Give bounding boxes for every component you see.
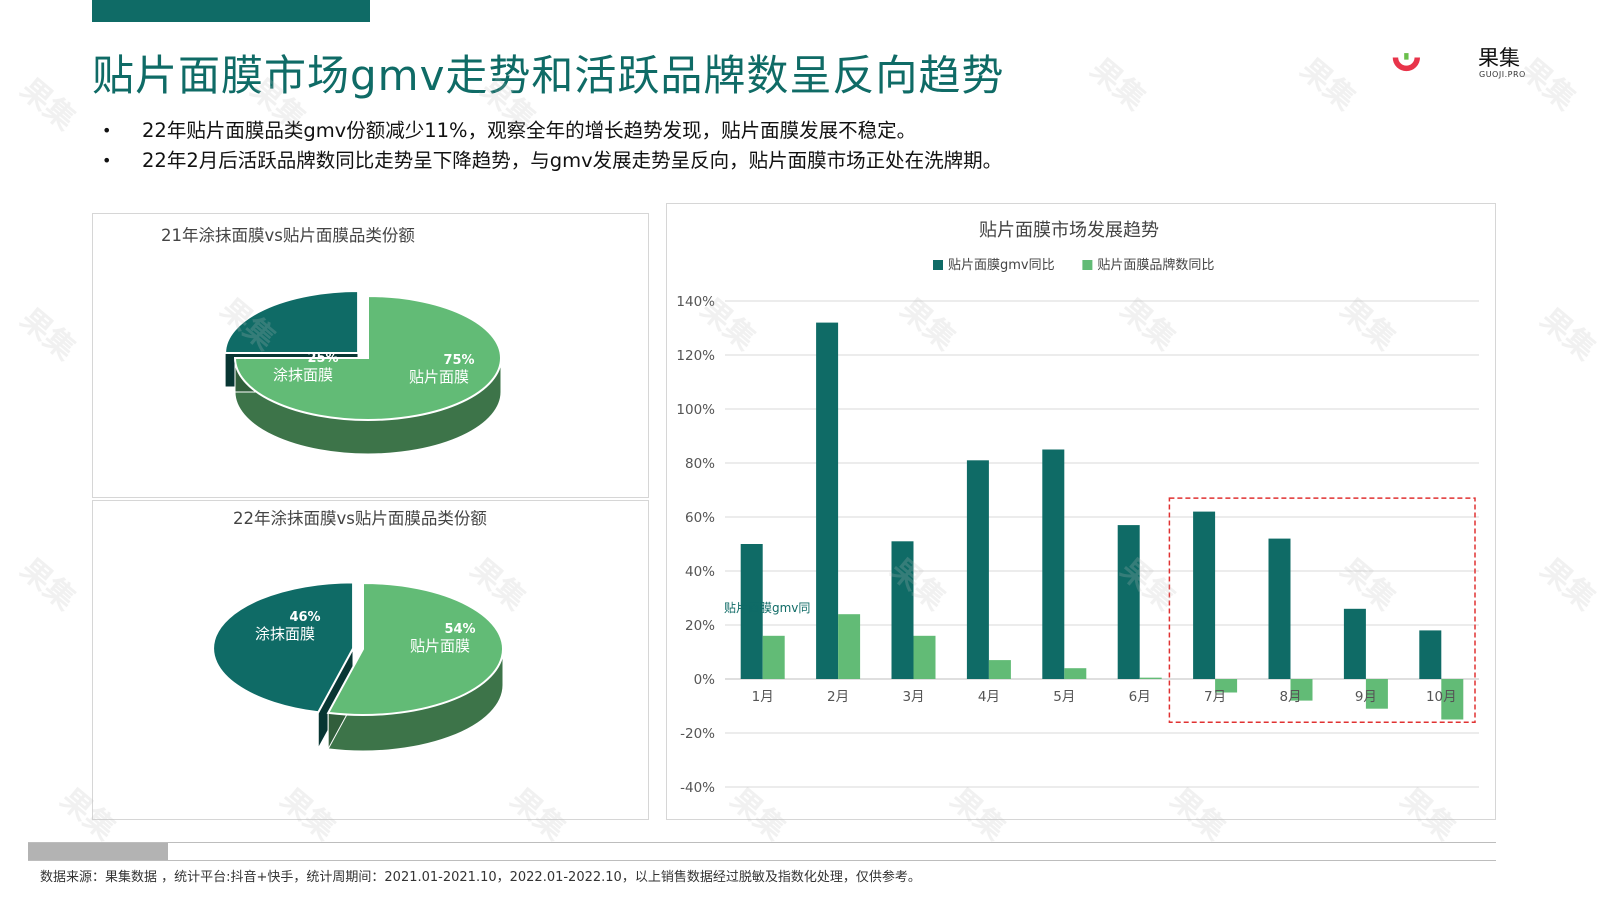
bar-brands-10 bbox=[1441, 679, 1464, 720]
pie-category-label: 贴片面膜 bbox=[409, 368, 469, 386]
pie-chart-2022-panel: 22年涂抹面膜vs贴片面膜品类份额 46% 涂抹面膜 54% 贴片面膜 bbox=[92, 500, 649, 820]
pie-category-label: 涂抹面膜 bbox=[273, 366, 333, 384]
y-tick-label: -20% bbox=[680, 726, 715, 742]
pie-category-label: 涂抹面膜 bbox=[255, 625, 315, 643]
y-tick-label: -40% bbox=[680, 780, 715, 796]
x-tick-label: 8月 bbox=[1279, 689, 1301, 705]
pie-chart-title: 21年涂抹面膜vs贴片面膜品类份额 bbox=[161, 226, 415, 245]
y-tick-label: 20% bbox=[685, 618, 715, 634]
bar-brands-3 bbox=[913, 635, 936, 679]
logo-name: 果集 bbox=[1478, 46, 1520, 70]
legend-label: 贴片面膜gmv同比 bbox=[948, 258, 1055, 273]
bar-gmv-1 bbox=[740, 544, 763, 679]
pie-chart-2021-panel: 21年涂抹面膜vs贴片面膜品类份额 25% 涂抹面膜 75% 贴片面膜 bbox=[92, 213, 649, 498]
bar-chart-title: 贴片面膜市场发展趋势 bbox=[979, 220, 1159, 241]
pie-slice-top bbox=[233, 294, 502, 421]
bar-brands-9 bbox=[1365, 679, 1388, 709]
pie-pct-label: 46% bbox=[289, 610, 320, 625]
data-source-note: 数据来源：果集数据 ，统计平台:抖音+快手，统计周期间：2021.01-2021… bbox=[40, 870, 921, 885]
bar-gmv-2 bbox=[816, 322, 839, 679]
summary-bullets: • 22年贴片面膜品类gmv份额减少11%，观察全年的增长趋势发现，贴片面膜发展… bbox=[100, 116, 1002, 176]
bar-brands-6 bbox=[1139, 677, 1162, 679]
bar-brands-1 bbox=[762, 635, 785, 679]
y-tick-label: 140% bbox=[676, 294, 715, 310]
pie-slice-tiepian bbox=[233, 294, 502, 455]
watermark: 果集 bbox=[13, 71, 82, 138]
bullet-text: 22年2月后活跃品牌数同比走势呈下降趋势，与gmv发展走势呈反向，贴片面膜市场正… bbox=[142, 149, 1003, 172]
x-tick-label: 1月 bbox=[752, 689, 774, 705]
bullet-item: • 22年贴片面膜品类gmv份额减少11%，观察全年的增长趋势发现，贴片面膜发展… bbox=[100, 116, 1002, 146]
footer-divider bbox=[28, 860, 1496, 861]
pie-pct-label: 75% bbox=[443, 353, 474, 368]
pie-slice-top bbox=[224, 290, 360, 355]
page-title: 贴片面膜市场gmv走势和活跃品牌数呈反向趋势 bbox=[92, 51, 1005, 100]
pie-pct-label: 54% bbox=[444, 622, 475, 637]
highlight-box bbox=[1168, 497, 1476, 723]
bullet-item: • 22年2月后活跃品牌数同比走势呈下降趋势，与gmv发展走势呈反向，贴片面膜市… bbox=[100, 146, 1002, 176]
bar-gmv-9 bbox=[1343, 608, 1366, 679]
bar-chart-panel: 贴片面膜市场发展趋势 贴片面膜gmv同比 贴片面膜品牌数同比 140% 120% 100… bbox=[666, 203, 1496, 820]
bar-brands-7 bbox=[1215, 679, 1238, 693]
watermark: 果集 bbox=[1533, 551, 1600, 618]
legend-label: 贴片面膜品牌数同比 bbox=[1097, 257, 1214, 273]
pie-slice-top bbox=[212, 581, 355, 714]
x-tick-label: 10月 bbox=[1426, 689, 1457, 705]
x-tick-label: 7月 bbox=[1204, 689, 1226, 705]
y-tick-label: 60% bbox=[685, 510, 715, 526]
x-tick-label: 6月 bbox=[1129, 689, 1151, 705]
watermark: 果集 bbox=[1083, 51, 1152, 118]
bullet-dot: • bbox=[102, 121, 112, 140]
watermark: 果集 bbox=[13, 301, 82, 368]
stray-data-label: 贴片面膜gmv同 bbox=[724, 601, 810, 615]
y-tick-label: 0% bbox=[694, 672, 716, 688]
y-tick-label: 100% bbox=[676, 402, 715, 418]
pie-slice-tumo bbox=[212, 581, 355, 749]
bullet-dot: • bbox=[102, 151, 112, 170]
x-tick-label: 3月 bbox=[902, 689, 924, 705]
watermark: 果集 bbox=[1513, 51, 1582, 118]
footer-accent-block bbox=[28, 843, 168, 860]
footer-divider bbox=[28, 842, 1496, 843]
x-tick-label: 4月 bbox=[978, 689, 1000, 705]
bar-gmv-10 bbox=[1419, 630, 1442, 679]
bullet-text: 22年贴片面膜品类gmv份额减少11%，观察全年的增长趋势发现，贴片面膜发展不稳… bbox=[142, 119, 917, 142]
guoji-logo-icon bbox=[1392, 53, 1420, 72]
bar-gmv-7 bbox=[1193, 511, 1216, 679]
y-tick-label: 40% bbox=[685, 564, 715, 580]
y-tick-label: 120% bbox=[676, 348, 715, 364]
header-accent-bar bbox=[92, 0, 370, 22]
chart-legend: 贴片面膜gmv同比 贴片面膜品牌数同比 bbox=[933, 257, 1214, 273]
x-tick-label: 5月 bbox=[1053, 689, 1075, 705]
pie-slice-tiepian bbox=[326, 581, 504, 752]
pie-chart-2022: 46%涂抹面膜 54%贴片面膜 bbox=[212, 581, 504, 752]
logo-subtext: GUOJI.PRO bbox=[1479, 70, 1526, 79]
legend-swatch bbox=[933, 260, 943, 270]
y-tick-label: 80% bbox=[685, 456, 715, 472]
watermark: 果集 bbox=[1533, 301, 1600, 368]
bar-brands-2 bbox=[838, 614, 861, 679]
bar-brands-5 bbox=[1064, 668, 1087, 679]
x-tick-label: 9月 bbox=[1355, 689, 1377, 705]
bar-brands-8 bbox=[1290, 679, 1313, 701]
pie-chart-title: 22年涂抹面膜vs贴片面膜品类份额 bbox=[233, 509, 487, 528]
x-tick-label: 2月 bbox=[827, 689, 849, 705]
watermark: 果集 bbox=[1293, 51, 1362, 118]
pie-category-label: 贴片面膜 bbox=[410, 637, 470, 655]
legend-swatch bbox=[1082, 260, 1093, 270]
bar-gmv-4 bbox=[966, 460, 989, 679]
pie-chart-2021: 25%涂抹面膜 75%贴片面膜 bbox=[224, 290, 502, 455]
bar-gmv-3 bbox=[891, 541, 914, 679]
bar-brands-4 bbox=[988, 660, 1011, 679]
bar-gmv-5 bbox=[1042, 449, 1065, 679]
bar-gmv-6 bbox=[1117, 525, 1140, 679]
bar-gmv-8 bbox=[1268, 538, 1291, 679]
bar-chart: 贴片面膜gmv同比 贴片面膜品牌数同比 140% 120% 100% 80% 60% 40% 2… bbox=[676, 257, 1479, 796]
pie-pct-label: 25% bbox=[307, 351, 338, 366]
watermark: 果集 bbox=[13, 551, 82, 618]
pie-slice-top bbox=[326, 581, 504, 716]
